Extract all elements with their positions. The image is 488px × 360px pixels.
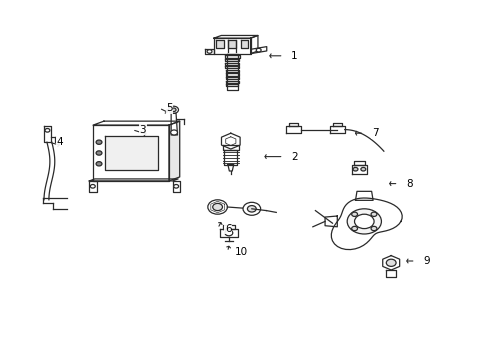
Circle shape — [256, 48, 261, 52]
Text: 9: 9 — [422, 256, 429, 266]
Circle shape — [370, 212, 376, 216]
Circle shape — [243, 202, 260, 215]
Circle shape — [207, 200, 227, 214]
Text: 4: 4 — [56, 137, 63, 147]
Circle shape — [212, 203, 222, 211]
Polygon shape — [93, 121, 180, 125]
Polygon shape — [214, 36, 258, 38]
Polygon shape — [355, 192, 372, 200]
Circle shape — [247, 206, 256, 212]
Circle shape — [351, 212, 357, 216]
Polygon shape — [93, 125, 169, 181]
Polygon shape — [214, 38, 250, 54]
Polygon shape — [288, 123, 298, 126]
Polygon shape — [250, 46, 266, 54]
Polygon shape — [386, 270, 395, 277]
Circle shape — [360, 167, 365, 171]
Polygon shape — [351, 165, 366, 174]
Polygon shape — [104, 136, 157, 170]
Polygon shape — [225, 81, 238, 83]
Circle shape — [224, 230, 232, 236]
Text: 2: 2 — [290, 152, 297, 162]
Polygon shape — [89, 179, 178, 181]
Polygon shape — [240, 40, 248, 48]
Circle shape — [45, 129, 50, 132]
Polygon shape — [226, 54, 237, 90]
Polygon shape — [44, 126, 51, 142]
Circle shape — [370, 226, 376, 231]
Text: 3: 3 — [139, 125, 146, 135]
Polygon shape — [225, 70, 239, 72]
Polygon shape — [331, 198, 401, 249]
Text: 5: 5 — [166, 103, 173, 113]
Polygon shape — [285, 126, 300, 133]
Circle shape — [171, 108, 176, 112]
Polygon shape — [329, 126, 344, 133]
Polygon shape — [169, 121, 180, 181]
Circle shape — [96, 140, 102, 144]
Circle shape — [173, 184, 178, 188]
Polygon shape — [225, 84, 238, 86]
Text: 6: 6 — [224, 224, 231, 234]
Circle shape — [346, 209, 381, 234]
Circle shape — [170, 130, 177, 135]
Polygon shape — [228, 40, 236, 48]
Circle shape — [207, 50, 211, 53]
Polygon shape — [224, 59, 239, 61]
Polygon shape — [325, 216, 337, 227]
Polygon shape — [353, 161, 365, 165]
Polygon shape — [225, 77, 238, 79]
Circle shape — [96, 151, 102, 155]
Circle shape — [90, 184, 95, 188]
Polygon shape — [223, 145, 238, 150]
Text: 7: 7 — [371, 128, 378, 138]
Polygon shape — [216, 40, 224, 48]
Circle shape — [354, 214, 373, 229]
Circle shape — [168, 106, 178, 113]
Text: 8: 8 — [405, 179, 412, 189]
Polygon shape — [225, 73, 238, 76]
Polygon shape — [205, 49, 214, 54]
Polygon shape — [172, 181, 180, 192]
Polygon shape — [224, 150, 237, 165]
Polygon shape — [382, 256, 399, 270]
Polygon shape — [225, 63, 239, 65]
Polygon shape — [220, 229, 237, 237]
Polygon shape — [332, 123, 342, 126]
Circle shape — [96, 162, 102, 166]
Polygon shape — [227, 165, 233, 171]
Circle shape — [351, 226, 357, 231]
Polygon shape — [221, 133, 240, 149]
Circle shape — [386, 259, 395, 266]
Circle shape — [352, 167, 357, 171]
Polygon shape — [89, 181, 97, 192]
Text: 1: 1 — [290, 51, 297, 61]
Polygon shape — [224, 55, 239, 58]
Text: 10: 10 — [234, 247, 247, 257]
Polygon shape — [171, 113, 177, 135]
Polygon shape — [225, 66, 239, 68]
Polygon shape — [250, 36, 258, 54]
Polygon shape — [223, 225, 234, 229]
